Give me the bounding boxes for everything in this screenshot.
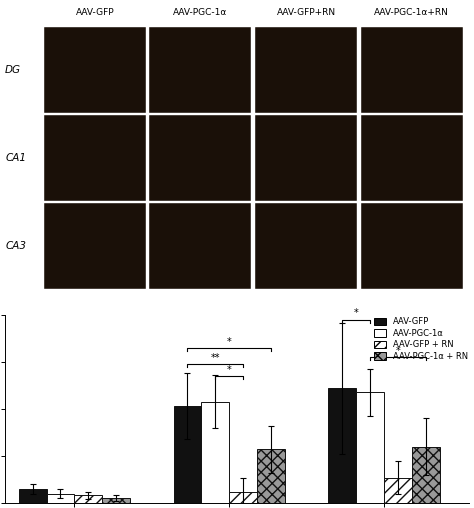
- Text: *: *: [396, 346, 401, 356]
- Bar: [46, 494, 74, 503]
- Legend: AAV-GFP, AAV-PGC-1α, AAV-GFP + RN, AAV-PGC-1α + RN: AAV-GFP, AAV-PGC-1α, AAV-GFP + RN, AAV-P…: [372, 315, 470, 362]
- Text: AAV-PGC-1α: AAV-PGC-1α: [173, 8, 228, 17]
- Text: CA3: CA3: [5, 241, 26, 251]
- FancyBboxPatch shape: [44, 115, 146, 201]
- Bar: [356, 392, 384, 503]
- FancyBboxPatch shape: [255, 26, 357, 113]
- FancyBboxPatch shape: [361, 115, 463, 201]
- FancyBboxPatch shape: [255, 115, 357, 201]
- Text: **: **: [210, 353, 220, 363]
- FancyBboxPatch shape: [44, 203, 146, 289]
- FancyBboxPatch shape: [149, 26, 251, 113]
- Text: AAV-GFP: AAV-GFP: [75, 8, 114, 17]
- Bar: [201, 401, 229, 503]
- FancyBboxPatch shape: [149, 203, 251, 289]
- FancyBboxPatch shape: [361, 26, 463, 113]
- FancyBboxPatch shape: [44, 26, 146, 113]
- FancyBboxPatch shape: [361, 203, 463, 289]
- Bar: [102, 498, 130, 503]
- Bar: [257, 450, 285, 503]
- FancyBboxPatch shape: [255, 203, 357, 289]
- Text: DG: DG: [5, 65, 21, 75]
- Text: *: *: [227, 365, 232, 375]
- Text: CA1: CA1: [5, 153, 26, 163]
- Bar: [173, 406, 201, 503]
- Bar: [18, 489, 46, 503]
- Bar: [384, 478, 412, 503]
- FancyBboxPatch shape: [149, 115, 251, 201]
- Text: *: *: [354, 308, 359, 319]
- Bar: [328, 389, 356, 503]
- Text: *: *: [227, 337, 232, 346]
- Text: AAV-PGC-1α+RN: AAV-PGC-1α+RN: [374, 8, 449, 17]
- Bar: [412, 447, 440, 503]
- Bar: [74, 495, 102, 503]
- Bar: [229, 492, 257, 503]
- Text: AAV-GFP+RN: AAV-GFP+RN: [276, 8, 336, 17]
